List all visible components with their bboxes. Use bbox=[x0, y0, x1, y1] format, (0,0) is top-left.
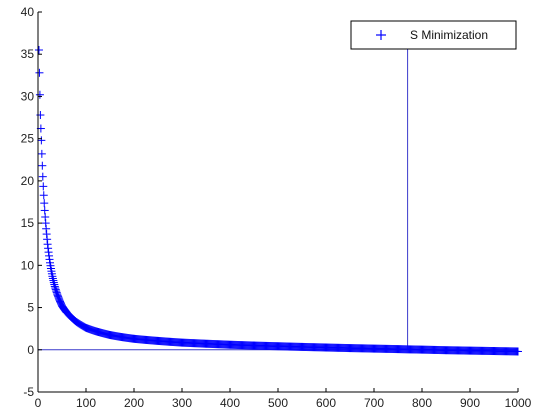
y-tick-label: 35 bbox=[21, 47, 35, 61]
tick-labels: 0 100 200 300 400 500 600 700 800 900 1000-5051015… bbox=[21, 5, 532, 410]
y-tick-label: 5 bbox=[27, 301, 34, 315]
data-point bbox=[35, 90, 44, 99]
y-tick-label: 30 bbox=[21, 89, 35, 103]
x-tick-label: 300 bbox=[172, 396, 192, 410]
x-tick-label: 500 bbox=[268, 396, 288, 410]
data-point bbox=[37, 149, 46, 158]
axes bbox=[37, 11, 519, 393]
data-point bbox=[40, 199, 49, 208]
x-tick-label: 0 bbox=[35, 396, 42, 410]
y-tick-label: 40 bbox=[21, 5, 35, 19]
data-point bbox=[34, 46, 43, 54]
y-tick-label: 20 bbox=[21, 174, 35, 188]
x-tick-label: 600 bbox=[316, 396, 336, 410]
x-tick-label: 700 bbox=[364, 396, 384, 410]
reference-lines bbox=[38, 45, 518, 351]
x-tick-label: 100 bbox=[76, 396, 96, 410]
y-tick-label: -5 bbox=[23, 385, 34, 399]
data-markers bbox=[34, 46, 522, 356]
data-point bbox=[39, 182, 48, 191]
x-tick-label: 800 bbox=[412, 396, 432, 410]
y-tick-label: 25 bbox=[21, 132, 35, 146]
data-point bbox=[39, 191, 48, 200]
data-point bbox=[35, 68, 44, 77]
legend-label: S Minimization bbox=[410, 28, 488, 42]
x-tick-label: 1000 bbox=[505, 396, 532, 410]
x-tick-label: 200 bbox=[124, 396, 144, 410]
data-point bbox=[514, 347, 522, 356]
x-tick-label: 900 bbox=[460, 396, 480, 410]
data-point bbox=[37, 136, 46, 145]
data-point bbox=[38, 172, 47, 181]
y-tick-label: 0 bbox=[27, 343, 34, 357]
legend: S Minimization bbox=[350, 20, 517, 50]
y-tick-label: 10 bbox=[21, 258, 35, 272]
data-point bbox=[38, 161, 47, 170]
y-tick-label: 15 bbox=[21, 216, 35, 230]
x-tick-label: 400 bbox=[220, 396, 240, 410]
